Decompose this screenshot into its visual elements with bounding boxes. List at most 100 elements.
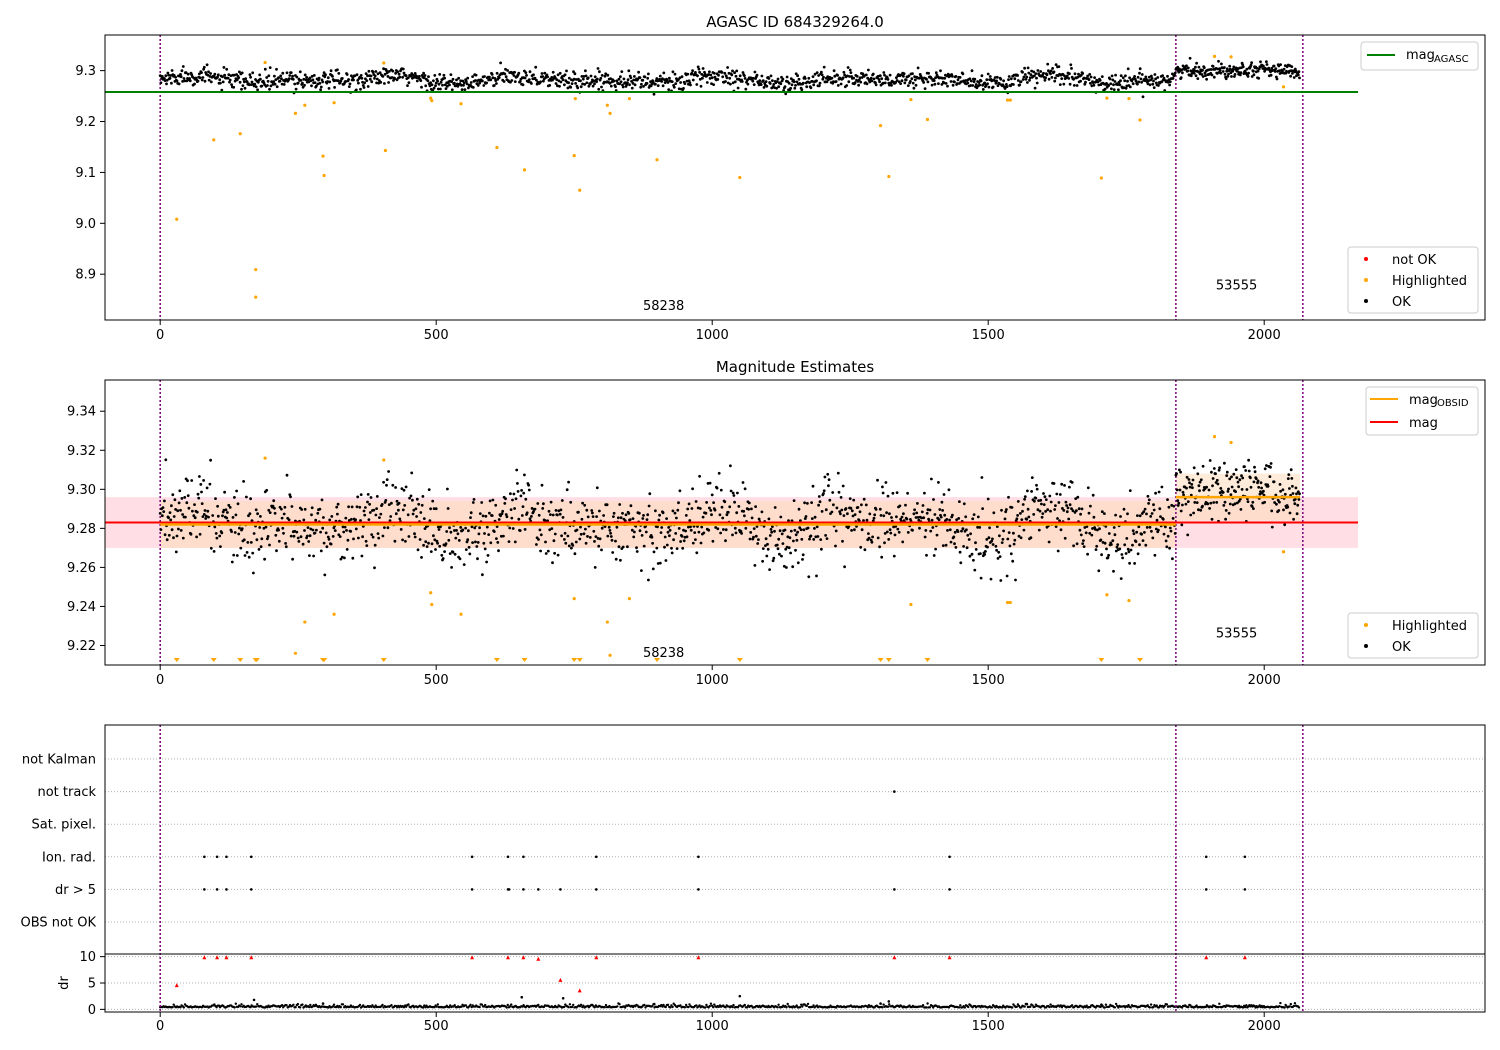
ok-point (841, 539, 844, 543)
ok-point (446, 507, 450, 510)
ok-point (933, 513, 937, 516)
ok-point (987, 85, 991, 89)
ok-point (886, 494, 890, 498)
ok-point (508, 526, 512, 530)
ok-point (222, 508, 226, 512)
highlighted-point (1212, 435, 1217, 439)
ok-point (495, 71, 499, 75)
ok-point (668, 534, 671, 538)
ok-point (513, 540, 517, 544)
ok-point (800, 88, 804, 92)
ok-point (738, 74, 742, 78)
highlighted-point (1281, 550, 1286, 554)
ok-point (284, 542, 287, 545)
ok-point (432, 534, 435, 538)
ok-point (225, 516, 229, 520)
flag-point (594, 888, 598, 891)
ok-point (728, 76, 732, 80)
ok-point (1205, 485, 1208, 489)
ok-point (1252, 73, 1256, 77)
ok-point (712, 71, 716, 75)
ok-point (805, 85, 809, 89)
ok-point (821, 77, 825, 81)
ok-point (591, 515, 595, 518)
ok-point (761, 559, 764, 563)
ok-point (942, 81, 946, 85)
dr-point (958, 1006, 961, 1009)
ok-point (1107, 84, 1110, 87)
ok-point (913, 508, 916, 512)
ok-point (1212, 75, 1216, 79)
ok-point (661, 511, 665, 515)
ok-point (813, 515, 817, 519)
ok-point (593, 82, 596, 86)
ok-point (1063, 74, 1066, 78)
ok-point (488, 499, 492, 503)
flag-point (537, 888, 540, 891)
ok-point (570, 82, 574, 85)
dr-point (928, 1006, 932, 1009)
ok-point (1009, 552, 1013, 556)
ok-point (887, 538, 891, 541)
ok-point (308, 534, 312, 538)
ok-point (381, 534, 385, 538)
ok-point (796, 530, 799, 534)
ok-point (639, 85, 643, 89)
ok-point (923, 87, 927, 90)
ok-point (527, 78, 531, 81)
ok-point (614, 85, 617, 88)
ok-point (736, 86, 740, 90)
ok-point (853, 528, 856, 532)
ok-point (460, 88, 464, 91)
ok-point (481, 573, 484, 577)
legend-label: Highlighted (1392, 274, 1467, 289)
ok-point (558, 71, 562, 75)
ok-point (1010, 506, 1014, 509)
ok-point (379, 512, 383, 516)
dr-point (506, 1003, 509, 1007)
ok-point (541, 75, 545, 78)
ok-point (881, 81, 885, 85)
ok-point (513, 70, 516, 74)
ok-point (411, 512, 415, 516)
ok-point (946, 529, 949, 532)
legend-marker (1364, 278, 1368, 282)
ok-point (1288, 487, 1291, 490)
ok-point (725, 76, 729, 80)
dr-point (435, 1005, 438, 1008)
ok-point (1138, 71, 1141, 75)
ok-point (1241, 476, 1245, 480)
ok-point (1260, 486, 1263, 490)
ok-point (656, 562, 660, 565)
dr-point (579, 1003, 583, 1006)
ok-point (595, 515, 598, 518)
offscale-marker (736, 658, 743, 662)
ok-point (873, 513, 877, 517)
ok-point (323, 573, 327, 577)
ok-point (268, 87, 271, 91)
ok-point (633, 530, 636, 534)
ok-point (1009, 77, 1013, 81)
ok-point (871, 72, 875, 76)
ok-point (895, 491, 899, 494)
ok-point (649, 80, 652, 84)
ok-point (1232, 472, 1236, 476)
ok-point (1054, 63, 1058, 66)
ok-point (285, 71, 289, 75)
ok-point (589, 74, 593, 78)
ok-point (370, 533, 374, 536)
ok-point (1157, 490, 1161, 494)
ok-point (259, 77, 262, 81)
ok-point (165, 538, 169, 542)
ok-point (580, 517, 584, 521)
ok-point (903, 81, 907, 85)
ok-point (1107, 553, 1110, 557)
ok-point (793, 528, 797, 532)
ok-point (298, 70, 302, 74)
ok-point (848, 497, 852, 500)
ok-point (273, 506, 276, 510)
ok-point (860, 76, 864, 79)
ok-point (1094, 548, 1098, 551)
ok-point (1142, 510, 1146, 514)
ok-point (712, 83, 715, 86)
